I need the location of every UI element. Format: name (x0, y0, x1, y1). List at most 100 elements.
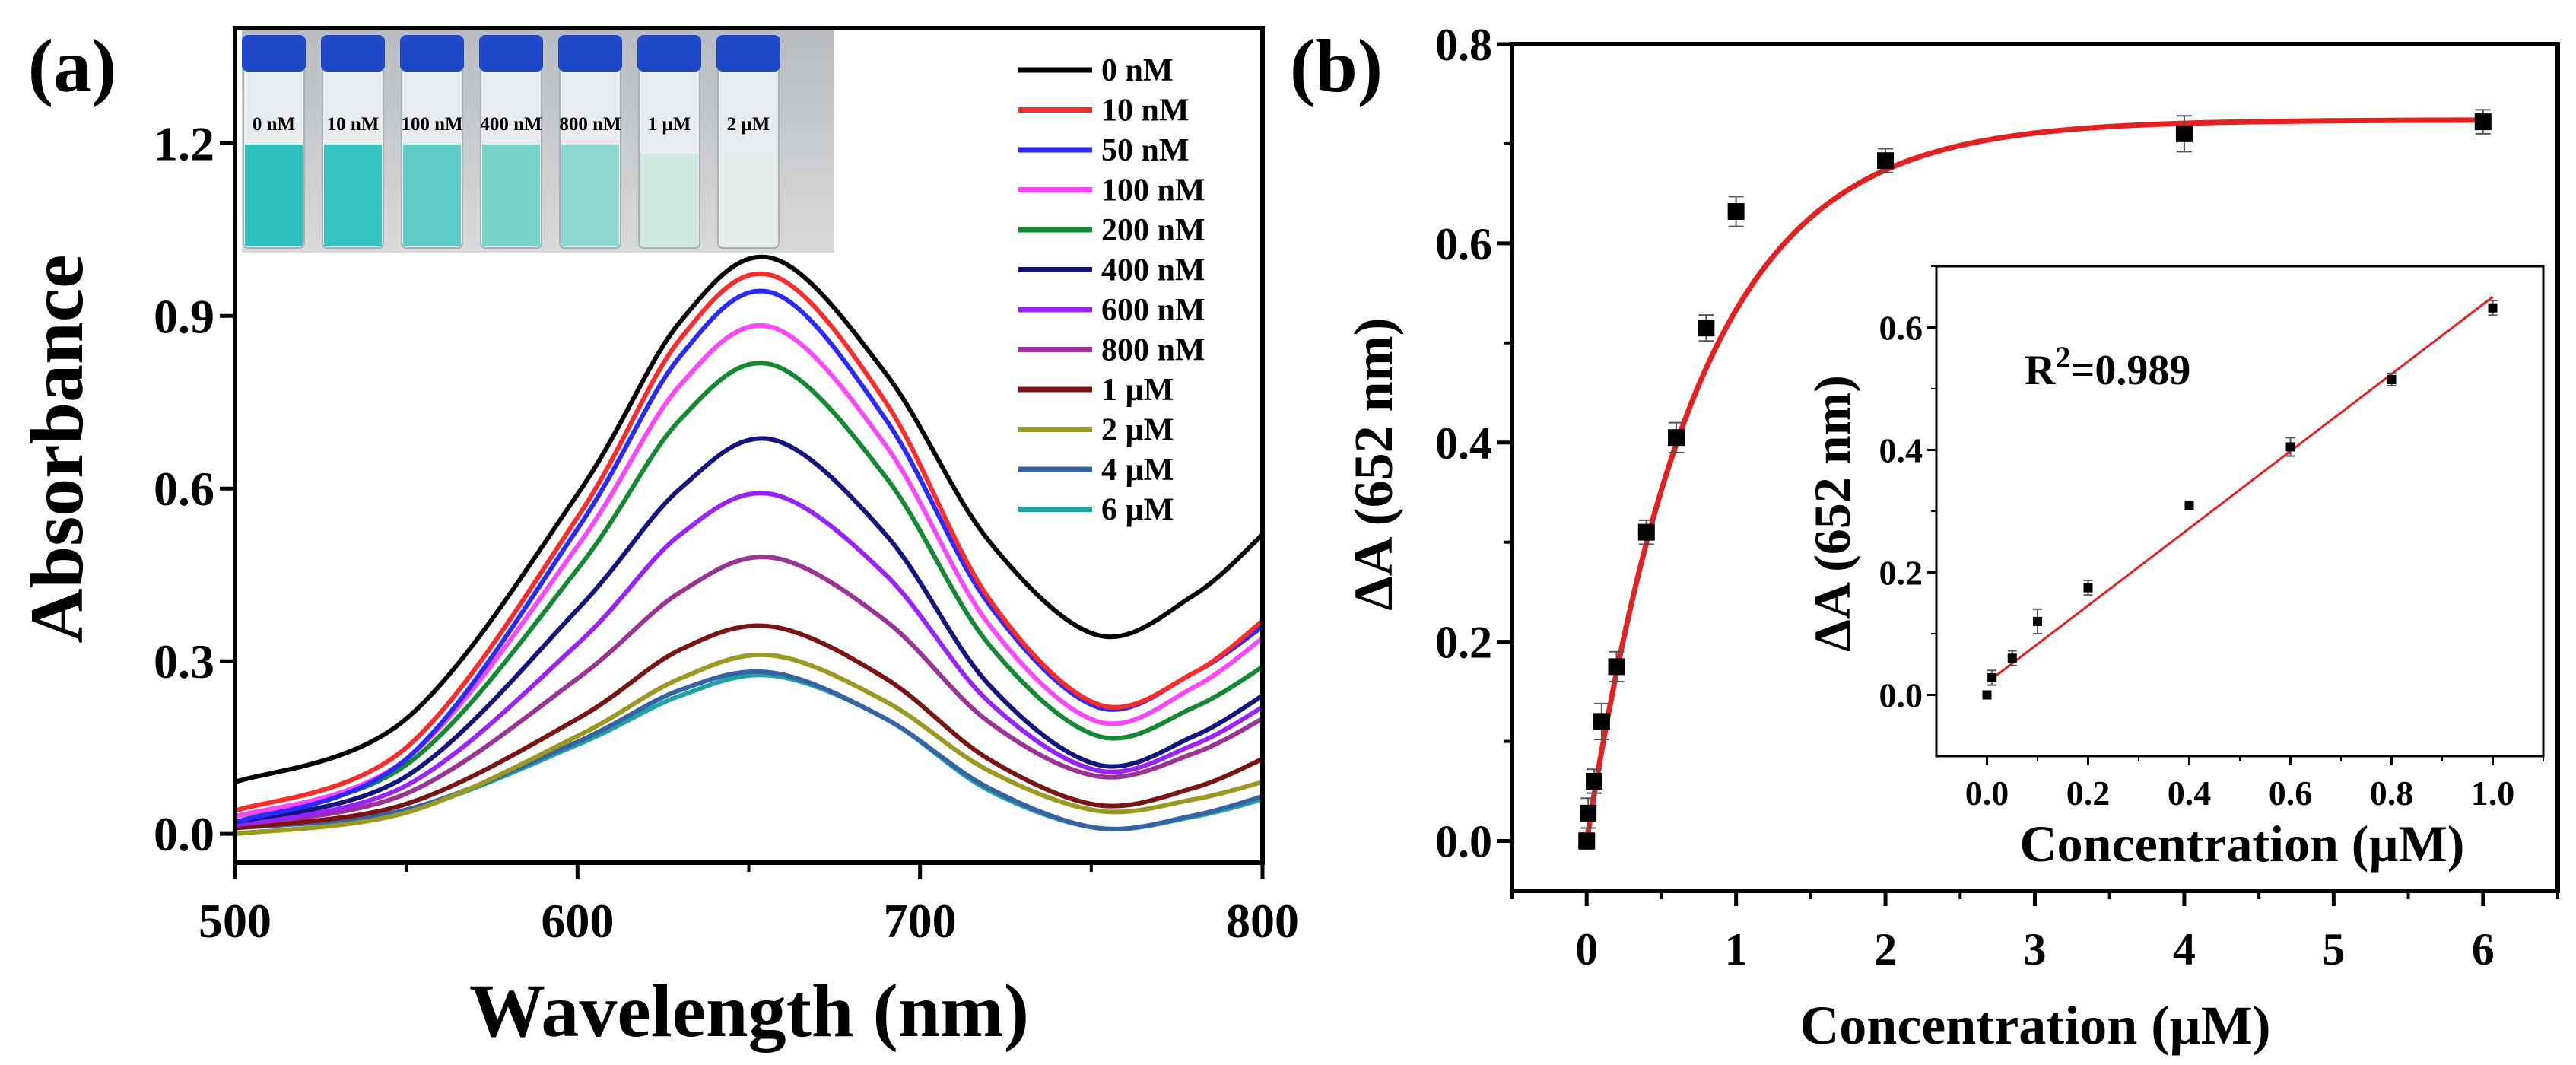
y-tick-label: 0.0 (154, 807, 214, 861)
data-point (1586, 768, 1603, 794)
legend-item: 10 nM (1018, 94, 1190, 129)
vial-liquid (324, 145, 382, 246)
vial-cap (321, 35, 385, 72)
legend-item: 0 nM (1018, 53, 1174, 88)
spectra (235, 254, 1263, 837)
legend-item: 4 µM (1018, 453, 1174, 488)
spectrum-line (235, 288, 1263, 825)
vial-label: 400 nM (480, 114, 542, 135)
data-point (2474, 109, 2492, 135)
spectrum-line (235, 491, 1263, 828)
vial: 2 µM (716, 35, 780, 249)
legend-label: 400 nM (1101, 253, 1205, 288)
vial-cap (242, 35, 306, 72)
legend-item: 800 nM (1018, 333, 1205, 368)
legend-item: 2 µM (1018, 413, 1174, 448)
spectrum-line (235, 323, 1263, 819)
inset-linear-plot: 0.0 0.2 0.4 0.6 0.8 1.00.00.20.40.6Concentrat… (1803, 265, 2545, 873)
data-point (1593, 702, 1610, 740)
y-tick-label: 1.2 (154, 116, 214, 170)
data-point (2387, 372, 2397, 386)
inset-frame (1935, 265, 2545, 758)
y-tick-label: 0.4 (1435, 418, 1492, 469)
data-marker (2184, 500, 2194, 510)
data-point (1698, 314, 1715, 342)
r-squared-base: R (2025, 347, 2056, 394)
data-point (2083, 579, 2093, 596)
data-marker (1698, 320, 1715, 337)
legend-label: 6 µM (1101, 493, 1174, 528)
y-tick-label: 0.6 (154, 462, 214, 516)
x-tick-label: 2 (1874, 924, 1897, 974)
legend: 0 nM 10 nM 50 nM 100 nM 200 nM 400 nM 600 nM 80… (1018, 53, 1205, 528)
spectrum-line (235, 652, 1263, 837)
x-axis-label: Wavelength (nm) (469, 968, 1029, 1053)
vial-label: 1 µM (648, 114, 691, 135)
data-marker (1987, 672, 1997, 682)
vial-liquid (245, 145, 303, 246)
data-marker (1586, 772, 1603, 790)
panel-a: (a) 0 nM 10 nM 100 nM 400 nM 800 nM 1 µM 2 µM 50… (14, 24, 1299, 1053)
vial-photo-inset: 0 nM 10 nM 100 nM 400 nM 800 nM 1 µM 2 µM (242, 30, 834, 253)
x-tick-label: 1.0 (2471, 774, 2515, 812)
x-tick-label: 4 (2173, 924, 2196, 974)
legend-item: 1 µM (1018, 373, 1174, 408)
vial: 800 nM (558, 35, 622, 249)
data-marker (1877, 152, 1895, 170)
vial-cap (400, 35, 464, 72)
vial-label: 2 µM (727, 114, 770, 135)
vial: 1 µM (637, 35, 701, 249)
y-tick-label: 0.3 (154, 634, 214, 688)
x-tick-label: 0.8 (2370, 774, 2414, 812)
vial-label: 100 nM (401, 114, 462, 135)
x-tick-label: 0.2 (2066, 774, 2111, 812)
x-tick-label: 0.0 (1965, 774, 2009, 812)
data-point (1987, 669, 1997, 686)
spectrum-line (235, 555, 1263, 828)
data-point (1982, 690, 1992, 700)
data-marker (1578, 832, 1596, 850)
legend-item: 100 nM (1018, 173, 1205, 208)
x-tick-label: 500 (199, 894, 272, 948)
legend-item: 400 nM (1018, 253, 1205, 288)
data-point (1580, 797, 1597, 829)
data-marker (1593, 713, 1610, 730)
legend-label: 0 nM (1101, 53, 1174, 88)
data-point (1727, 196, 1745, 227)
spectrum-line (235, 623, 1263, 831)
panel-label: (b) (1290, 24, 1383, 108)
vial-label: 10 nM (327, 114, 380, 135)
x-tick-label: 3 (2024, 924, 2047, 974)
panel-label: (a) (28, 24, 117, 108)
y-axis-label: Absorbance (14, 254, 99, 643)
data-marker (2175, 125, 2193, 142)
vial-cap (637, 35, 701, 72)
legend-label: 200 nM (1101, 213, 1205, 248)
x-tick-label: 800 (1226, 894, 1299, 948)
spectrum-line (235, 361, 1263, 819)
x-tick-label: 0.4 (2168, 774, 2212, 812)
data-marker (2007, 653, 2017, 663)
linear-fit-line (1991, 296, 2494, 680)
vial-cap (716, 35, 780, 72)
x-tick-label: 5 (2322, 924, 2345, 974)
r-squared-annotation: R2=0.989 (2025, 340, 2190, 394)
data-marker (2387, 374, 2397, 384)
data-marker (2474, 113, 2492, 131)
y-tick-label: 0.6 (1879, 309, 1923, 348)
legend-label: 4 µM (1101, 453, 1174, 488)
vial: 100 nM (400, 35, 464, 249)
y-tick-label: 0.9 (154, 289, 214, 343)
vial-liquid (719, 154, 777, 246)
legend-label: 50 nM (1101, 133, 1190, 168)
vial-liquid (403, 145, 461, 246)
data-marker (1580, 804, 1597, 822)
data-marker (1637, 523, 1655, 541)
r-squared-value: =0.989 (2070, 347, 2190, 394)
data-point (2175, 115, 2193, 153)
data-marker (2083, 583, 2093, 593)
x-tick-label: 0 (1575, 924, 1598, 974)
vial-cap (479, 35, 543, 72)
data-marker (2033, 616, 2042, 626)
legend-item: 200 nM (1018, 213, 1205, 248)
